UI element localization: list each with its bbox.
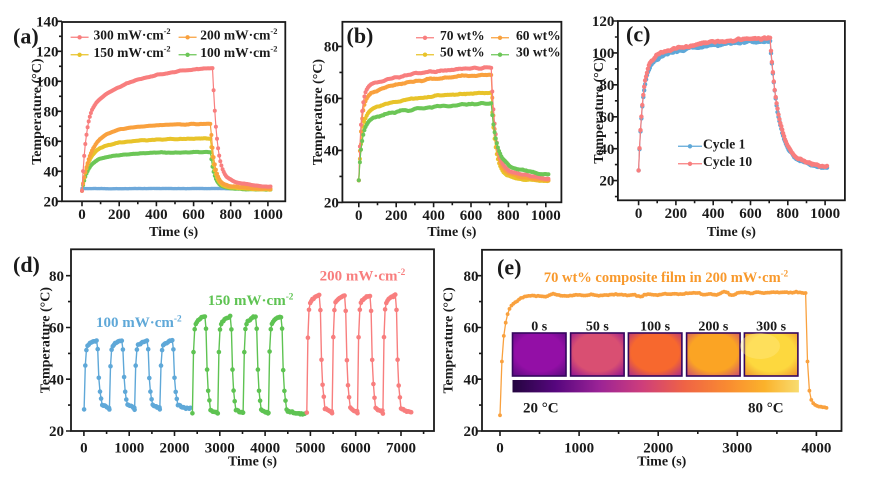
svg-text:600: 600: [182, 207, 205, 223]
svg-text:200: 200: [665, 206, 688, 222]
svg-text:140: 140: [36, 14, 59, 30]
svg-text:70 wt%: 70 wt%: [440, 28, 485, 43]
svg-text:3000: 3000: [722, 440, 752, 456]
svg-text:3000: 3000: [205, 440, 235, 456]
svg-text:2000: 2000: [160, 440, 190, 456]
svg-text:(b): (b): [347, 23, 374, 48]
svg-text:Temperature (°C): Temperature (°C): [30, 58, 45, 165]
svg-text:20: 20: [49, 424, 64, 440]
svg-text:Temperature (°C): Temperature (°C): [592, 57, 607, 164]
svg-text:Time (s): Time (s): [149, 225, 198, 240]
svg-text:200: 200: [108, 207, 131, 223]
svg-text:Cycle 10: Cycle 10: [703, 154, 752, 169]
svg-text:40: 40: [324, 144, 339, 160]
svg-text:40: 40: [599, 142, 614, 158]
svg-text:5000: 5000: [295, 440, 325, 456]
svg-text:200 mW·cm-2: 200 mW·cm-2: [320, 268, 406, 285]
svg-text:60: 60: [599, 110, 614, 126]
svg-text:6000: 6000: [341, 440, 371, 456]
svg-text:50 wt%: 50 wt%: [440, 45, 485, 60]
svg-text:Temperature (°C): Temperature (°C): [39, 287, 54, 394]
svg-text:60: 60: [464, 321, 479, 337]
svg-text:120: 120: [36, 44, 59, 60]
svg-text:Cycle 1: Cycle 1: [703, 137, 746, 152]
svg-text:100: 100: [36, 74, 59, 90]
svg-text:0: 0: [80, 440, 88, 456]
svg-text:80: 80: [464, 269, 479, 285]
svg-text:20: 20: [324, 196, 339, 212]
svg-text:0: 0: [355, 208, 363, 224]
svg-text:600: 600: [460, 208, 483, 224]
svg-text:0: 0: [78, 207, 86, 223]
svg-text:2000: 2000: [643, 440, 673, 456]
svg-text:40: 40: [464, 372, 479, 388]
svg-text:50 s: 50 s: [586, 320, 610, 335]
svg-text:1000: 1000: [564, 440, 594, 456]
svg-text:300 s: 300 s: [756, 320, 787, 335]
svg-text:100: 100: [592, 46, 615, 62]
svg-text:60: 60: [324, 92, 339, 108]
svg-text:Temperature (°C): Temperature (°C): [311, 59, 326, 166]
svg-text:(a): (a): [13, 24, 39, 49]
svg-text:70 wt% composite film in 200 m: 70 wt% composite film in 200 mW·cm-2: [544, 269, 789, 287]
svg-text:800: 800: [497, 208, 520, 224]
svg-text:1000: 1000: [114, 440, 144, 456]
svg-text:100 s: 100 s: [640, 320, 671, 335]
svg-text:(e): (e): [497, 255, 521, 280]
svg-text:4000: 4000: [801, 440, 831, 456]
svg-text:400: 400: [702, 206, 725, 222]
svg-text:60: 60: [44, 134, 59, 150]
svg-text:1000: 1000: [253, 207, 283, 223]
svg-text:1000: 1000: [531, 208, 561, 224]
svg-text:200 s: 200 s: [698, 320, 729, 335]
svg-text:40: 40: [44, 164, 59, 180]
svg-text:300 mW·cm-2: 300 mW·cm-2: [94, 27, 171, 42]
svg-text:400: 400: [145, 207, 168, 223]
svg-text:800: 800: [219, 207, 242, 223]
svg-text:800: 800: [777, 206, 800, 222]
svg-text:200 mW·cm-2: 200 mW·cm-2: [200, 27, 277, 42]
svg-text:Time (s): Time (s): [427, 225, 476, 240]
svg-text:20: 20: [44, 194, 59, 210]
svg-text:400: 400: [422, 208, 445, 224]
svg-text:30 wt%: 30 wt%: [516, 45, 561, 60]
svg-text:20: 20: [464, 424, 479, 440]
svg-text:0 s: 0 s: [531, 320, 548, 335]
svg-text:150 mW·cm-2: 150 mW·cm-2: [208, 292, 294, 309]
svg-text:600: 600: [739, 206, 762, 222]
svg-text:60 wt%: 60 wt%: [516, 28, 561, 43]
svg-text:80: 80: [44, 104, 59, 120]
svg-text:40: 40: [49, 372, 64, 388]
svg-text:80 °C: 80 °C: [748, 401, 784, 417]
svg-text:60: 60: [49, 321, 64, 337]
svg-text:Time (s): Time (s): [228, 455, 277, 470]
svg-text:1000: 1000: [810, 206, 840, 222]
svg-text:(d): (d): [13, 252, 40, 277]
svg-text:80: 80: [599, 78, 614, 94]
svg-text:100 mW·cm-2: 100 mW·cm-2: [200, 45, 277, 60]
svg-text:20 °C: 20 °C: [523, 401, 559, 417]
svg-text:80: 80: [49, 269, 64, 285]
svg-text:0: 0: [635, 206, 643, 222]
svg-text:4000: 4000: [250, 440, 280, 456]
svg-text:0: 0: [496, 440, 504, 456]
svg-text:7000: 7000: [386, 440, 416, 456]
svg-text:100 mW·cm-2: 100 mW·cm-2: [96, 314, 182, 331]
svg-text:Temperature (°C): Temperature (°C): [442, 287, 457, 394]
svg-text:150 mW·cm-2: 150 mW·cm-2: [94, 45, 171, 60]
svg-text:200: 200: [385, 208, 408, 224]
svg-text:Time (s): Time (s): [707, 225, 756, 240]
svg-text:80: 80: [324, 40, 339, 56]
svg-text:(c): (c): [626, 22, 650, 47]
svg-text:20: 20: [599, 174, 614, 190]
svg-text:120: 120: [592, 14, 615, 30]
svg-text:Time (s): Time (s): [637, 455, 686, 470]
